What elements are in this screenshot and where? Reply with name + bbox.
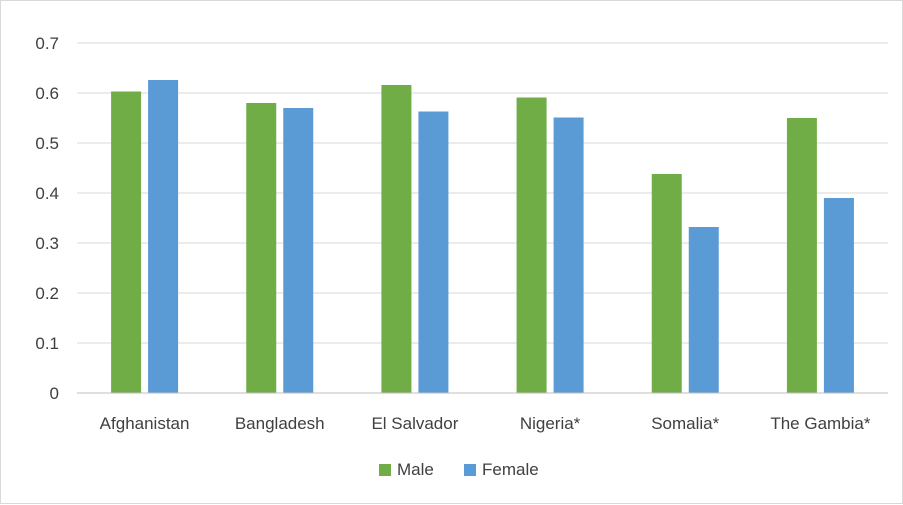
bar-male-5	[786, 118, 817, 393]
bar-male-2	[381, 85, 412, 393]
axes: 0 0.1 0.2 0.3 0.4 0.5 0.6 0.7 Afghanistan Banglad…	[35, 34, 888, 433]
x-tick-label: Somalia*	[651, 414, 719, 433]
x-tick-label: The Gambia*	[770, 414, 871, 433]
legend-swatch-male	[379, 464, 391, 476]
bar-female-4	[688, 227, 719, 393]
bar-female-3	[553, 117, 584, 393]
x-tick-label: El Salvador	[371, 414, 458, 433]
bar-male-1	[246, 103, 277, 393]
y-tick-label: 0.4	[35, 184, 59, 203]
legend-swatch-female	[464, 464, 476, 476]
x-tick-label: Afghanistan	[100, 414, 190, 433]
bar-female-5	[823, 198, 854, 393]
y-tick-label: 0.7	[35, 34, 59, 53]
gridlines	[77, 42, 888, 344]
y-tick-label: 0.5	[35, 134, 59, 153]
x-tick-label: Nigeria*	[520, 414, 581, 433]
bar-male-4	[651, 174, 682, 393]
y-tick-label: 0	[50, 384, 59, 403]
bar-female-0	[148, 80, 179, 393]
y-tick-label: 0.6	[35, 84, 59, 103]
bar-female-1	[283, 108, 314, 393]
x-tick-label: Bangladesh	[235, 414, 325, 433]
bar-male-3	[516, 97, 547, 393]
legend-label-male: Male	[397, 460, 434, 479]
bar-male-0	[111, 91, 142, 393]
y-tick-label: 0.2	[35, 284, 59, 303]
legend-label-female: Female	[482, 460, 539, 479]
legend: Male Female	[379, 460, 539, 479]
y-tick-label: 0.1	[35, 334, 59, 353]
y-tick-label: 0.3	[35, 234, 59, 253]
bar-female-2	[418, 111, 449, 393]
bars	[111, 80, 854, 393]
